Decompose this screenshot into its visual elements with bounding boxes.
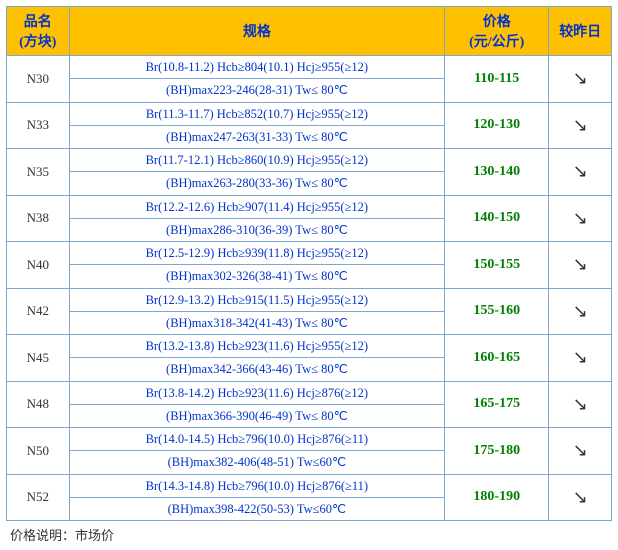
table-row-price: 155-160	[445, 288, 549, 335]
table-row-price: 180-190	[445, 474, 549, 521]
table-row-name: N52	[7, 474, 70, 521]
table-row-trend: ↘	[549, 381, 612, 428]
table-row-spec: (BH)max382-406(48-51) Tw≤60℃	[69, 451, 445, 474]
table-row-price: 160-165	[445, 335, 549, 382]
table-row-spec: (BH)max398-422(50-53) Tw≤60℃	[69, 497, 445, 520]
table-row-spec: Br(14.3-14.8) Hcb≥796(10.0) Hcj≥876(≥11)	[69, 474, 445, 497]
header-price: 价格 (元/公斤)	[445, 7, 549, 56]
table-row-trend: ↘	[549, 288, 612, 335]
table-row-spec: (BH)max342-366(43-46) Tw≤ 80℃	[69, 358, 445, 381]
table-row-price: 165-175	[445, 381, 549, 428]
table-row-name: N38	[7, 195, 70, 242]
table-row-spec: (BH)max286-310(36-39) Tw≤ 80℃	[69, 218, 445, 241]
table-row-name: N45	[7, 335, 70, 382]
header-spec: 规格	[69, 7, 445, 56]
table-row-trend: ↘	[549, 149, 612, 196]
table-row-price: 175-180	[445, 428, 549, 475]
table-row-spec: Br(14.0-14.5) Hcb≥796(10.0) Hcj≥876(≥11)	[69, 428, 445, 451]
table-row-trend: ↘	[549, 195, 612, 242]
table-row-spec: (BH)max247-263(31-33) Tw≤ 80℃	[69, 125, 445, 148]
table-row-trend: ↘	[549, 335, 612, 382]
table-row-spec: Br(11.3-11.7) Hcb≥852(10.7) Hcj≥955(≥12)	[69, 102, 445, 125]
table-row-spec: Br(11.7-12.1) Hcb≥860(10.9) Hcj≥955(≥12)	[69, 149, 445, 172]
table-row-spec: Br(13.8-14.2) Hcb≥923(11.6) Hcj≥876(≥12)	[69, 381, 445, 404]
table-row-price: 120-130	[445, 102, 549, 149]
table-row-name: N42	[7, 288, 70, 335]
table-row-spec: (BH)max263-280(33-36) Tw≤ 80℃	[69, 172, 445, 195]
table-row-name: N48	[7, 381, 70, 428]
table-row-spec: (BH)max366-390(46-49) Tw≤ 80℃	[69, 404, 445, 427]
table-row-trend: ↘	[549, 56, 612, 103]
table-row-trend: ↘	[549, 242, 612, 289]
table-row-name: N35	[7, 149, 70, 196]
table-row-price: 150-155	[445, 242, 549, 289]
table-row-trend: ↘	[549, 474, 612, 521]
table-row-spec: Br(12.5-12.9) Hcb≥939(11.8) Hcj≥955(≥12)	[69, 242, 445, 265]
table-row-spec: Br(12.2-12.6) Hcb≥907(11.4) Hcj≥955(≥12)	[69, 195, 445, 218]
table-row-name: N40	[7, 242, 70, 289]
table-row-price: 130-140	[445, 149, 549, 196]
header-trend: 较昨日	[549, 7, 612, 56]
table-row-spec: Br(10.8-11.2) Hcb≥804(10.1) Hcj≥955(≥12)	[69, 56, 445, 79]
table-row-spec: (BH)max318-342(41-43) Tw≤ 80℃	[69, 311, 445, 334]
header-name: 品名 (方块)	[7, 7, 70, 56]
table-row-name: N30	[7, 56, 70, 103]
table-row-spec: (BH)max223-246(28-31) Tw≤ 80℃	[69, 79, 445, 102]
table-row-spec: Br(12.9-13.2) Hcb≥915(11.5) Hcj≥955(≥12)	[69, 288, 445, 311]
table-row-trend: ↘	[549, 102, 612, 149]
table-row-spec: Br(13.2-13.8) Hcb≥923(11.6) Hcj≥955(≥12)	[69, 335, 445, 358]
table-row-trend: ↘	[549, 428, 612, 475]
table-row-price: 110-115	[445, 56, 549, 103]
table-row-name: N33	[7, 102, 70, 149]
table-row-name: N50	[7, 428, 70, 475]
price-table: 品名 (方块) 规格 价格 (元/公斤) 较昨日 N30Br(10.8-11.2…	[6, 6, 612, 521]
footnote: 价格说明：市场价	[6, 525, 612, 544]
table-row-price: 140-150	[445, 195, 549, 242]
table-row-spec: (BH)max302-326(38-41) Tw≤ 80℃	[69, 265, 445, 288]
